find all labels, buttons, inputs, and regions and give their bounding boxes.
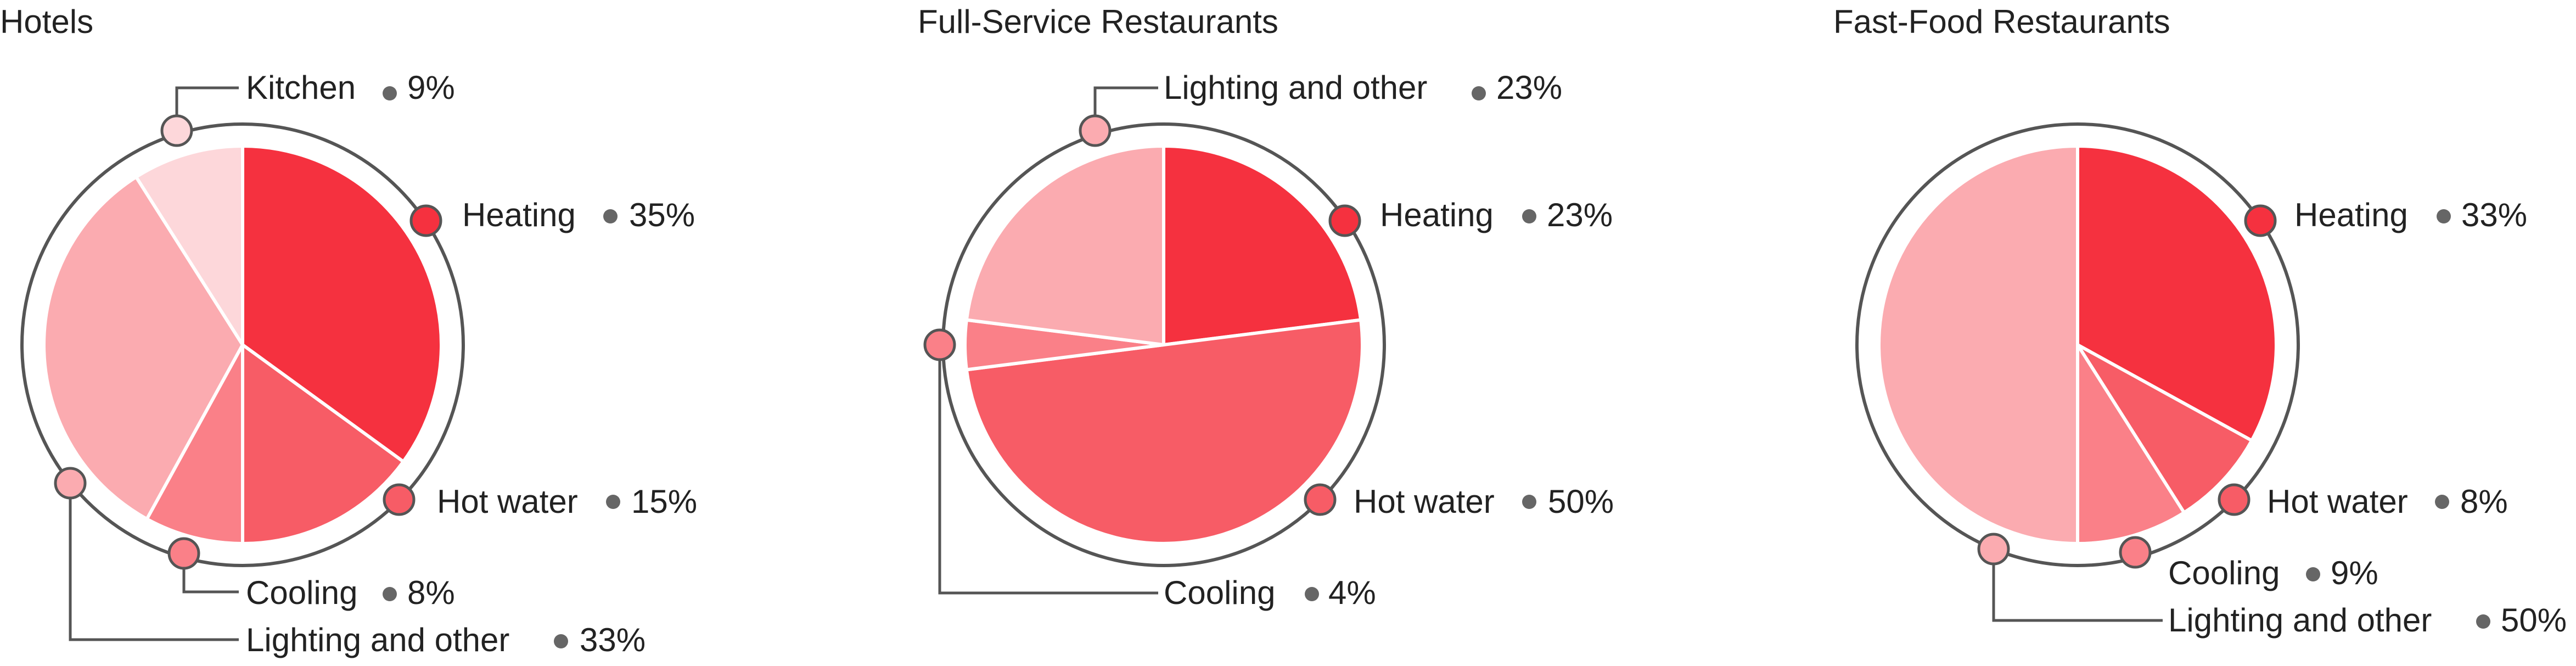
slice-label: Kitchen	[246, 69, 356, 106]
slice-value-label: 50%	[1548, 483, 1614, 520]
pie-slice-kitchen	[134, 144, 244, 346]
pie-slices	[963, 144, 1364, 545]
pie-slice-lighting-and-other	[964, 144, 1165, 346]
pie-slice-heating	[241, 144, 443, 463]
slice-value-label: 50%	[2501, 602, 2567, 639]
legend-marker-hot-water	[2218, 483, 2251, 516]
slice-value-label: 8%	[407, 574, 455, 611]
slice-value-label: 23%	[1496, 69, 1562, 106]
chart-fast-food-restaurants: Fast-Food Restaurants Heating 33% Hot wa…	[1833, 3, 2567, 639]
label-bullet	[2476, 614, 2490, 629]
connector-line	[938, 345, 1158, 595]
chart-title: Hotels	[0, 3, 93, 40]
pie-slice-hot-water	[964, 318, 1364, 545]
pie-slice-lighting-and-other	[1877, 144, 2079, 545]
pie-outer-ring	[20, 122, 465, 567]
pie-slices	[1877, 144, 2278, 545]
legend-marker-cooling	[2119, 536, 2152, 569]
legend-marker-heating	[1328, 204, 1361, 237]
slice-value-label: 33%	[580, 622, 646, 658]
pie-slice-heating	[1162, 144, 1363, 346]
chart-title: Full-Service Restaurants	[918, 3, 1278, 40]
label-bullet	[2437, 209, 2451, 223]
label-bullet	[1522, 209, 1536, 223]
slice-label: Cooling	[246, 574, 357, 611]
chart-full-service-restaurants: Full-Service Restaurants Lighting and ot…	[918, 3, 1614, 611]
label-bullet	[2435, 495, 2449, 509]
slice-label: Lighting and other	[2168, 602, 2432, 639]
legend-marker-hot-water	[1304, 483, 1337, 516]
pie-slice-cooling	[145, 343, 244, 545]
pie-slice-lighting-and-other	[42, 175, 244, 521]
pie-slice-hot-water	[2076, 343, 2254, 514]
legend-marker-hot-water	[383, 483, 416, 516]
slice-label: Heating	[1380, 197, 1494, 233]
slice-label: Hot water	[437, 483, 578, 520]
legend-marker-lighting	[1977, 533, 2010, 566]
slice-value-label: 8%	[2460, 483, 2508, 520]
slice-label: Cooling	[1164, 574, 1275, 611]
legend-marker-cooling	[923, 328, 956, 361]
label-bullet	[383, 86, 397, 100]
label-bullet	[603, 209, 618, 223]
slice-value-label: 9%	[2331, 555, 2378, 591]
label-bullet	[2306, 567, 2320, 581]
slice-value-label: 23%	[1547, 197, 1613, 233]
label-bullet	[383, 587, 397, 601]
legend-marker-heating	[2244, 204, 2277, 237]
slice-label: Hot water	[1354, 483, 1495, 520]
chart-title: Fast-Food Restaurants	[1833, 3, 2170, 40]
legend-marker-cooling	[167, 537, 200, 570]
pie-slice-hot-water	[241, 343, 405, 545]
slice-label: Heating	[462, 197, 576, 233]
connector-line	[1992, 549, 2163, 622]
legend-marker-lighting	[54, 467, 87, 500]
slice-label: Heating	[2294, 197, 2408, 233]
slice-label: Cooling	[2168, 555, 2280, 591]
slice-label: Lighting and other	[246, 622, 509, 658]
label-bullet	[1522, 495, 1536, 509]
label-bullet	[606, 495, 620, 509]
slice-value-label: 15%	[631, 483, 697, 520]
chart-hotels: Hotels Kitchen 9% Heating 35% Hot water …	[0, 3, 697, 658]
pie-slices	[42, 144, 443, 545]
slice-value-label: 33%	[2461, 197, 2527, 233]
pie-outer-ring	[1855, 122, 2300, 567]
connector-line	[69, 483, 239, 641]
pie-slice-heating	[2076, 144, 2278, 443]
slice-label: Hot water	[2267, 483, 2408, 520]
legend-marker-kitchen	[160, 114, 193, 147]
legend-marker-heating	[409, 204, 442, 237]
label-bullet	[1305, 587, 1319, 601]
legend-marker-lighting	[1079, 114, 1112, 147]
label-bullet	[1472, 86, 1486, 100]
slice-value-label: 9%	[407, 69, 455, 106]
pie-slice-cooling	[2076, 343, 2186, 545]
slice-value-label: 4%	[1328, 574, 1376, 611]
label-bullet	[554, 634, 568, 648]
slice-value-label: 35%	[629, 197, 695, 233]
slice-label: Lighting and other	[1164, 69, 1427, 106]
